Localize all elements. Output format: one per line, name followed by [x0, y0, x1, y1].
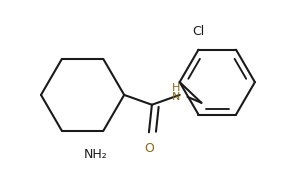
Text: H
N: H N: [172, 83, 180, 102]
Text: NH₂: NH₂: [83, 148, 107, 161]
Text: O: O: [144, 142, 154, 155]
Text: Cl: Cl: [192, 25, 204, 38]
